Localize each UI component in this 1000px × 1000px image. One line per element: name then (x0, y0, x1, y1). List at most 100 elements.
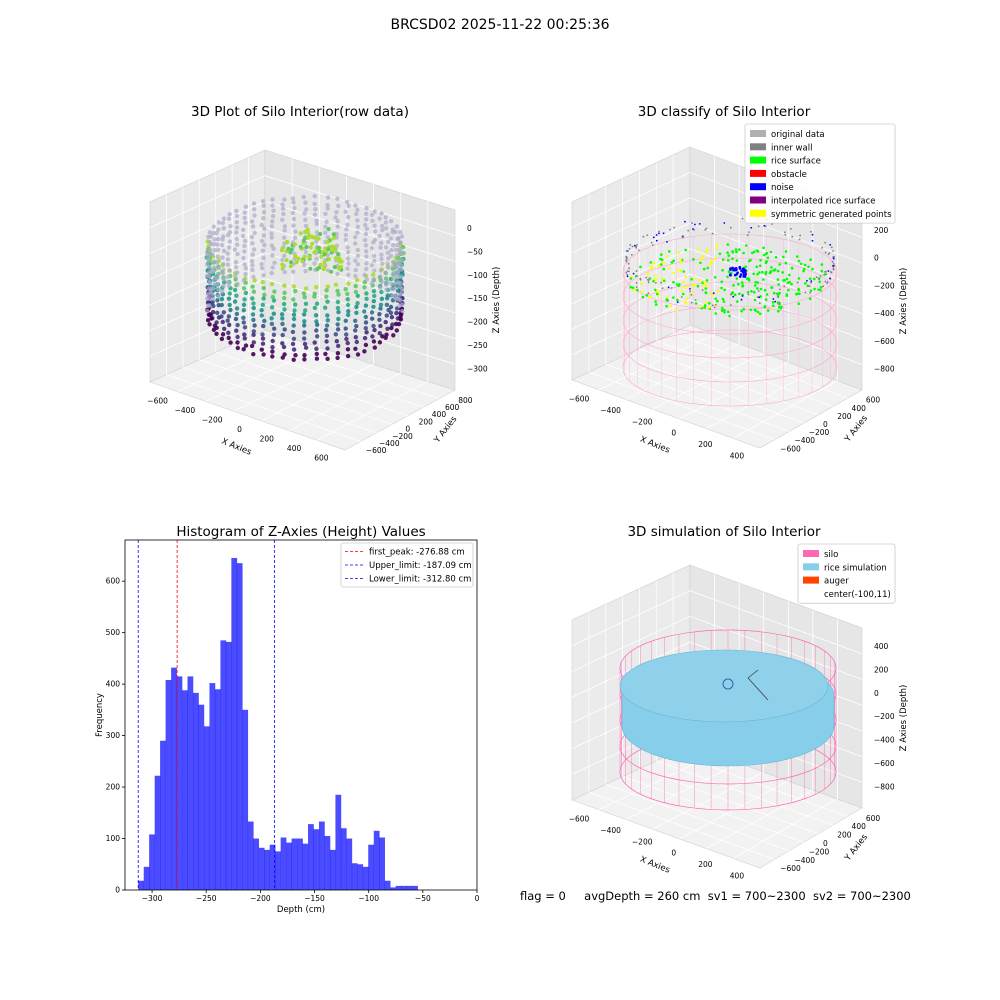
p2-point (666, 241, 668, 243)
p1-point (325, 240, 330, 245)
p1-point (334, 339, 339, 344)
p1-point (261, 255, 266, 261)
p1-point (324, 333, 330, 338)
p2-point (820, 269, 824, 273)
p3-histogram-bar (390, 887, 396, 890)
flag-text: flag = 0 (520, 889, 566, 903)
p1-point (235, 334, 240, 340)
p1-point (235, 251, 240, 257)
p1-y-tick-label: −600 (366, 446, 387, 455)
p1-point (262, 318, 267, 324)
p2-point (777, 309, 780, 313)
p2-point (676, 298, 679, 302)
p1-point (380, 261, 385, 266)
p2-y-tick-label: 600 (866, 396, 881, 405)
p2-z-tick-label: −600 (874, 337, 895, 346)
p1-point (234, 236, 239, 242)
p1-point (261, 216, 266, 221)
p2-grid-line (732, 380, 838, 439)
p2-point (662, 262, 666, 265)
p3-histogram-bar (379, 837, 385, 890)
p2-point (713, 306, 716, 309)
p1-point (314, 218, 319, 223)
p2-point (715, 243, 718, 246)
p1-point (296, 256, 301, 261)
p4-grid-line (571, 615, 863, 680)
p1-point (282, 283, 287, 288)
p1-point (221, 248, 227, 254)
p1-point (372, 293, 377, 299)
p1-point (281, 344, 287, 350)
p1-point (232, 247, 238, 252)
p4-y-tick-label: 0 (823, 839, 828, 848)
p1-point (232, 299, 238, 304)
p2-point (684, 248, 687, 252)
p2-point (655, 282, 657, 284)
p1-point (214, 281, 220, 287)
p2-point (756, 296, 759, 299)
p1-point (215, 242, 220, 247)
p1-point (261, 296, 266, 301)
p1-point (335, 271, 340, 277)
p1-point (212, 323, 218, 328)
p1-point (399, 234, 405, 239)
p2-point (772, 298, 775, 300)
p1-point (261, 323, 266, 329)
p2-point (726, 310, 730, 314)
p1-point (346, 261, 351, 266)
p2-point (757, 290, 760, 292)
p1-point (271, 311, 276, 316)
p1-point (285, 239, 290, 244)
p1-point (324, 339, 329, 344)
p1-point (343, 287, 348, 292)
p1-point (270, 265, 275, 270)
p1-point (282, 327, 287, 332)
p1-point (209, 316, 214, 321)
p1-point (314, 301, 320, 306)
p3-histogram-bar (253, 838, 260, 890)
p1-grid-line (316, 381, 429, 441)
p4-z-tick-label: 400 (874, 642, 889, 651)
p2-point (723, 288, 726, 292)
p1-point (282, 224, 288, 229)
p1-point (335, 299, 341, 305)
p2-point (785, 293, 789, 296)
p1-point (345, 312, 351, 318)
p1-point (280, 266, 285, 271)
p2-point (646, 272, 650, 275)
p3-x-tick-label: −200 (250, 894, 271, 903)
p1-y-tick-label: 400 (432, 410, 447, 419)
p2-point (661, 287, 664, 290)
p2-point (824, 271, 826, 273)
p2-point (727, 270, 731, 274)
p2-legend-swatch (750, 183, 766, 191)
p2-grid-line (622, 356, 804, 424)
p1-point (318, 262, 323, 267)
p2-point (810, 280, 813, 282)
p1-point (333, 282, 339, 287)
p1-point (272, 326, 277, 331)
p1-point (269, 235, 274, 240)
p2-point (732, 284, 735, 287)
p2-point (628, 267, 630, 270)
p2-point (731, 250, 734, 254)
p1-point (371, 253, 377, 259)
p1-point (316, 245, 321, 250)
p4-y-tick-label: 600 (866, 814, 881, 823)
p1-point (252, 323, 257, 328)
p4-y-tick-label: 200 (837, 831, 852, 840)
p1-point (355, 293, 360, 298)
p1-point (207, 280, 213, 286)
p1-point (302, 353, 307, 358)
p2-legend-swatch (750, 156, 766, 164)
p1-point (280, 332, 285, 338)
p4-x-tick-label: 200 (698, 860, 713, 869)
p1-point (251, 340, 256, 345)
p2-point (680, 261, 683, 264)
p1-point (379, 279, 384, 285)
p2-point (655, 292, 659, 296)
p1-point (324, 294, 329, 299)
p1-point (372, 268, 377, 273)
p1-point (290, 210, 295, 216)
p2-point (759, 259, 762, 262)
